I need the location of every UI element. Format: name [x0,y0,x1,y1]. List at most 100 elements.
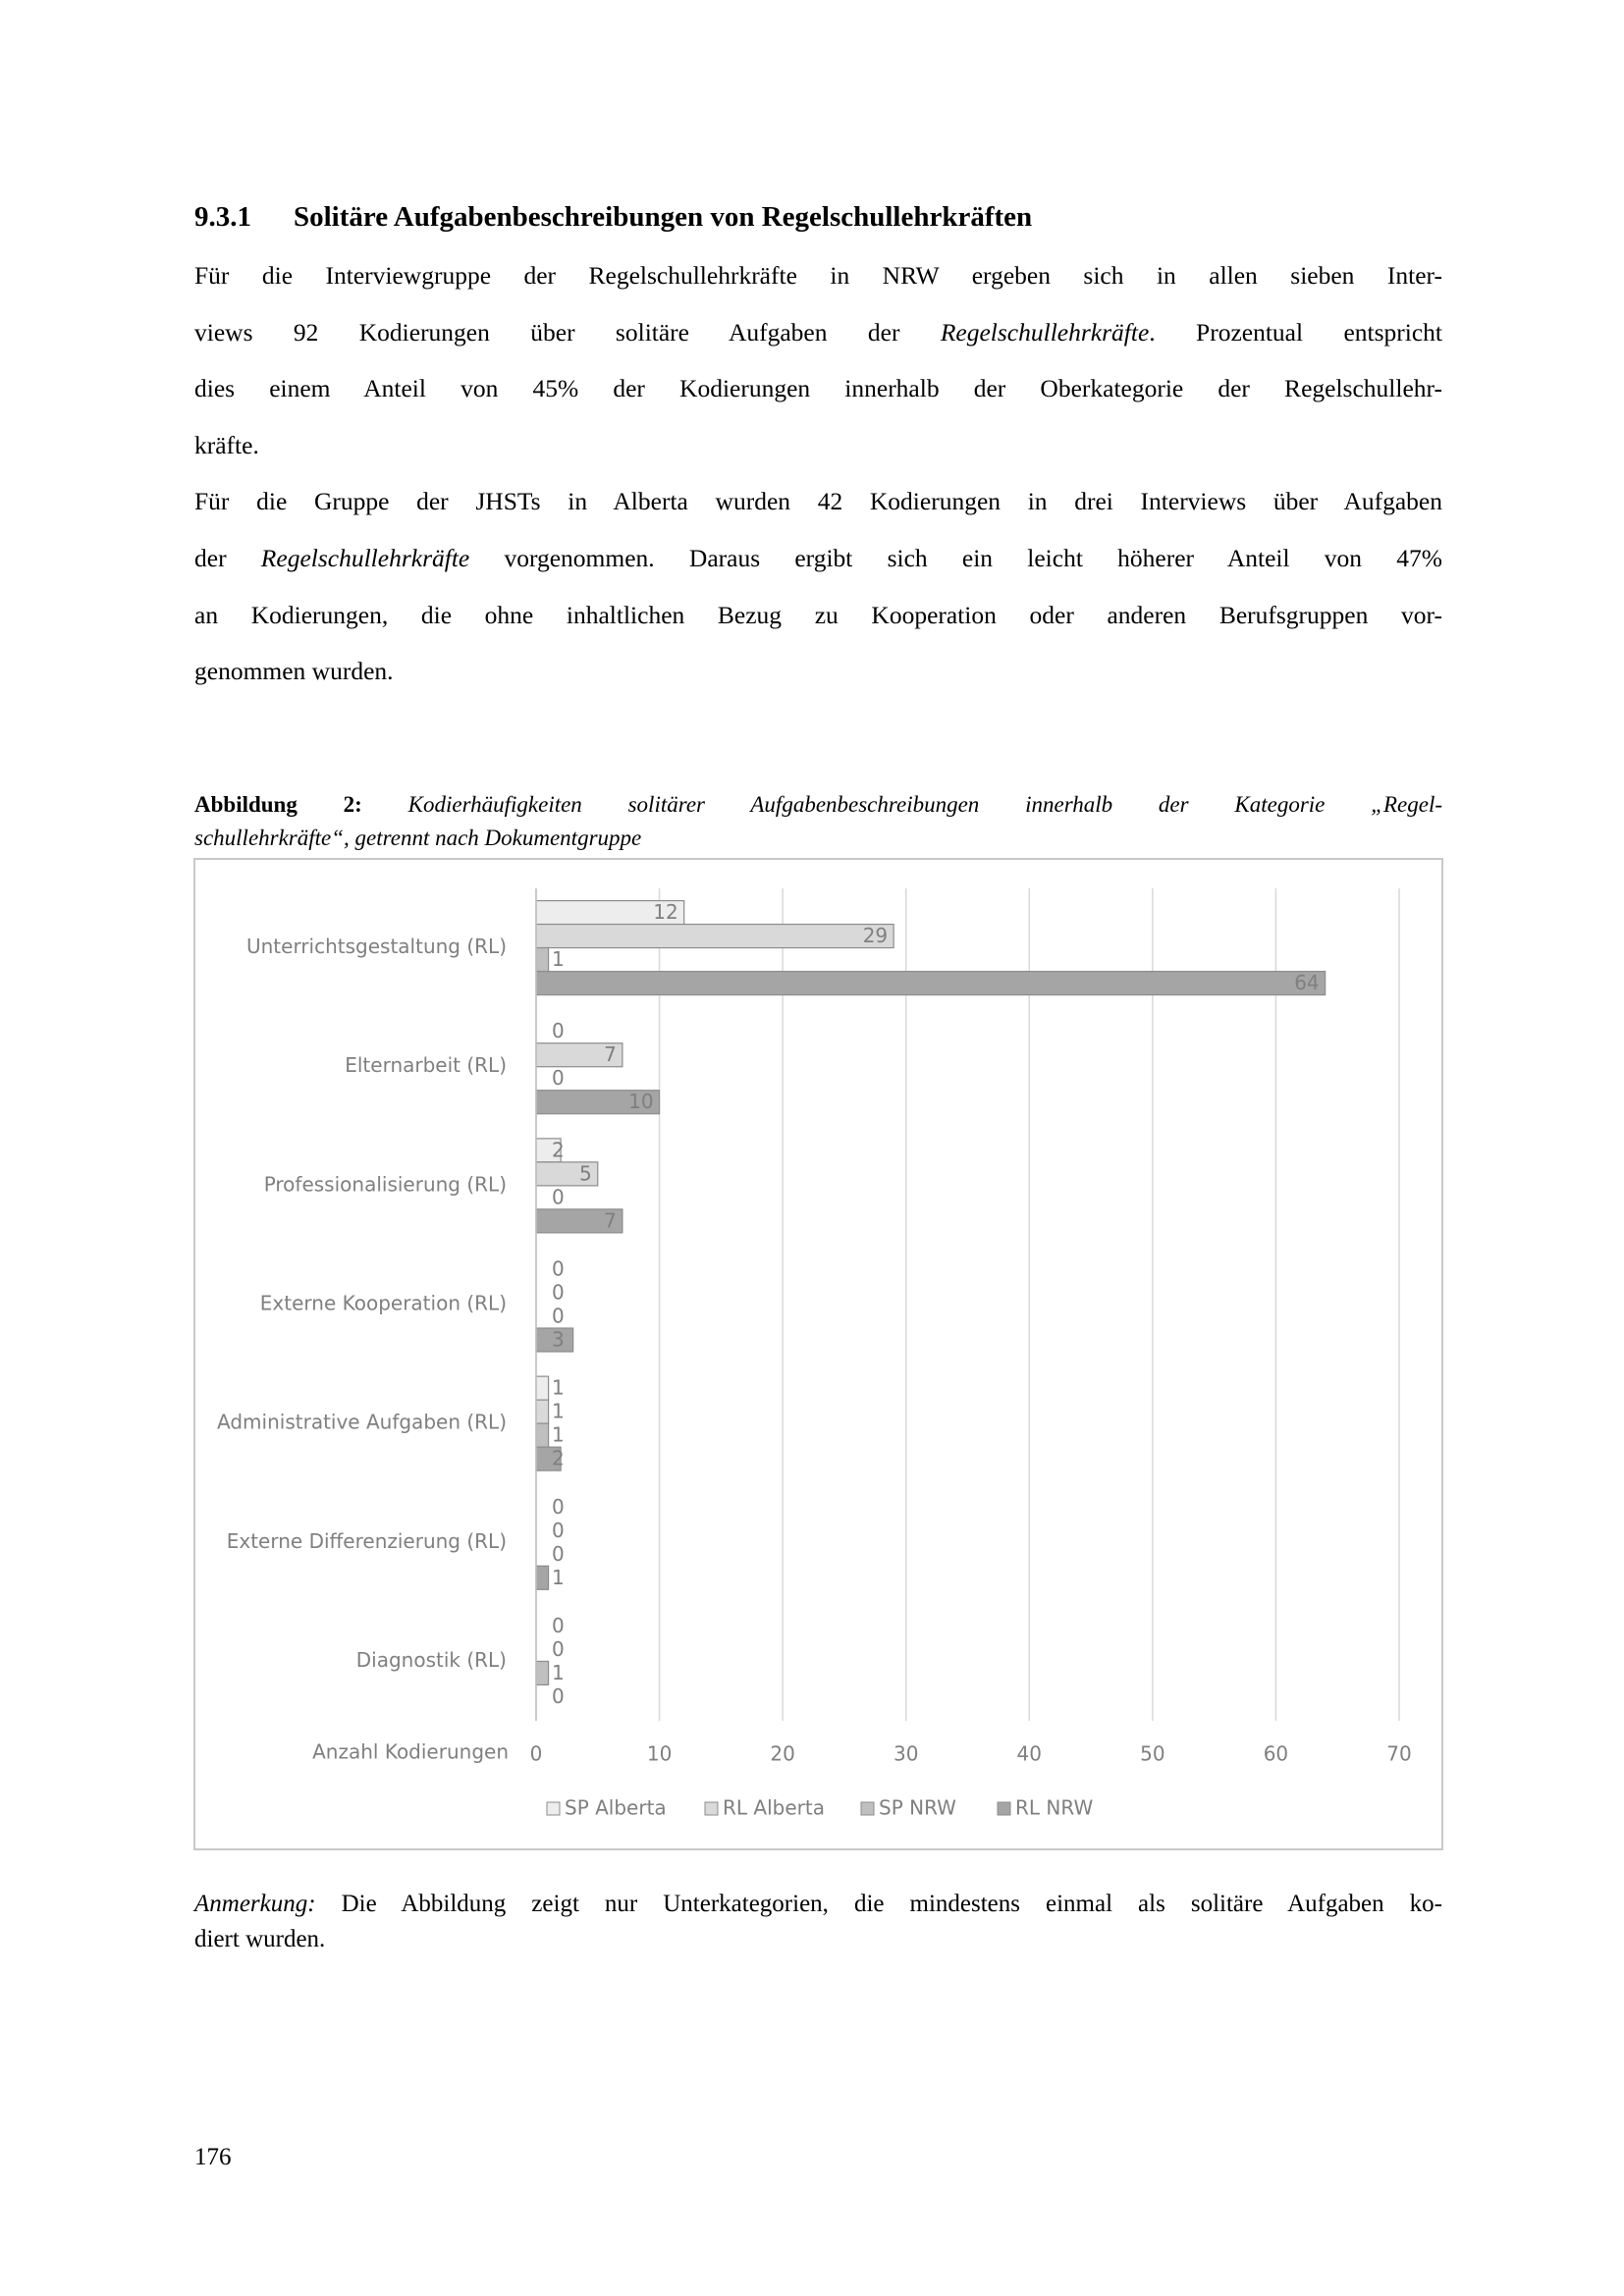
data-label: 1 [552,1376,565,1400]
text-run: Für die Gruppe der JHSTs in Alberta wurd… [194,487,1442,516]
text-line: Für die Gruppe der JHSTs in Alberta wurd… [194,473,1442,530]
text-line: an Kodierungen, die ohne inhaltlichen Be… [194,587,1442,644]
bar [535,1161,599,1187]
text-run: Regelschullehrkräfte [260,544,470,572]
data-label: 7 [604,1042,617,1066]
data-label: 0 [552,1305,565,1328]
bar [535,1090,661,1115]
data-label: 0 [552,1185,565,1208]
text-run: genommen wurden. [194,657,394,686]
text-line: genommen wurden. [194,643,1442,700]
data-label: 2 [552,1138,565,1161]
text-run: . Prozentual entspricht [1149,317,1442,347]
text-run: Für die Interviewgruppe der Regelschulle… [194,261,1442,290]
data-label: 0 [552,1614,565,1637]
data-label: 0 [552,1519,565,1542]
x-tick-label: 70 [1386,1742,1411,1766]
data-label: 64 [1294,971,1319,994]
x-tick-label: 60 [1264,1742,1288,1766]
data-label: 7 [604,1208,617,1232]
data-label: 0 [552,1495,565,1519]
x-tick-label: 20 [770,1742,794,1766]
bar [535,1660,550,1686]
data-label: 1 [552,1661,565,1684]
note-text: diert wurden. [194,1926,326,1952]
bar [535,1375,550,1401]
data-label: 0 [552,1637,565,1661]
legend-label: RL Alberta [723,1796,825,1820]
data-label: 10 [628,1090,653,1113]
y-tick-label: Externe Differenzierung (RL) [227,1529,507,1553]
heading-number: 9.3.1 [194,201,251,233]
data-label: 1 [552,1423,565,1447]
caption-line: Abbildung 2: Kodierhäufigkeiten solitäre… [194,788,1442,822]
y-tick-label: Diagnostik (RL) [356,1648,507,1672]
data-label: 1 [552,1566,565,1589]
text-line: Für die Interviewgruppe der Regelschulle… [194,247,1442,304]
data-label: 0 [552,1281,565,1305]
data-label: 0 [552,1542,565,1566]
text-run: der [194,544,261,572]
data-label: 5 [579,1161,592,1185]
y-tick-label: Externe Kooperation (RL) [260,1292,507,1315]
data-label: 29 [863,924,888,947]
legend-swatch [997,1801,1011,1816]
data-label: 2 [552,1447,565,1470]
note-line: Anmerkung: Die Abbildung zeigt nur Unter… [194,1887,1442,1922]
data-label: 0 [552,1066,565,1090]
page-number: 176 [194,2144,232,2170]
y-tick-label: Administrative Aufgaben (RL) [217,1411,507,1434]
legend-swatch [860,1801,875,1816]
note-line: diert wurden. [194,1922,1442,1957]
x-tick-label: 10 [647,1742,672,1766]
x-tick-label: 30 [893,1742,918,1766]
data-label: 0 [552,1684,565,1708]
data-label: 0 [552,1257,565,1281]
note-label: Anmerkung: [194,1891,316,1917]
y-tick-label: Professionalisierung (RL) [264,1172,507,1196]
text-run: kräfte. [194,430,259,459]
data-label: 12 [653,900,677,924]
legend-label: SP Alberta [565,1796,667,1820]
data-label: 0 [552,1019,565,1042]
bar [535,970,1326,996]
heading-title: Solitäre Aufgabenbeschreibungen von Rege… [294,201,1033,233]
text-run: vorgenommen. Daraus ergibt sich ein leic… [469,544,1443,572]
data-label: 1 [552,1400,565,1423]
legend-label: RL NRW [1015,1796,1093,1820]
bar [535,923,894,949]
heading: 9.3.1 Solitäre Aufgabenbeschreibungen von… [194,199,1442,235]
bar [535,1446,562,1471]
bar [535,946,550,973]
y-tick-label: Elternarbeit (RL) [345,1053,507,1077]
x-axis-title: Anzahl Kodierungen [312,1740,509,1764]
legend-label: SP NRW [879,1796,956,1820]
caption-line: schullehrkräfte“, getrennt nach Dokument… [194,822,1442,855]
chart-frame [193,858,1443,1850]
text-line: views 92 Kodierungen über solitäre Aufga… [194,304,1442,361]
legend-swatch [704,1801,719,1816]
text-line: der Regelschullehrkräfte vorgenommen. Da… [194,530,1442,587]
bar [535,1399,550,1424]
x-tick-label: 40 [1017,1742,1042,1766]
text-line: kräfte. [194,417,1442,474]
legend-swatch [546,1801,561,1816]
bar [535,1208,623,1234]
data-label: 1 [552,947,565,971]
x-tick-label: 0 [530,1742,543,1766]
text-run: dies einem Anteil von 45% der Kodierunge… [194,374,1442,403]
caption-text: Kodierhäufigkeiten solitärer Aufgabenbes… [407,792,1443,817]
note-text: Die Abbildung zeigt nur Unterkategorien,… [315,1891,1442,1917]
text-run: Regelschullehrkräfte [940,317,1150,347]
data-label: 3 [552,1328,565,1352]
y-tick-label: Unterrichtsgestaltung (RL) [246,934,507,958]
x-tick-label: 50 [1140,1742,1164,1766]
caption-text: schullehrkräfte“, getrennt nach Dokument… [194,826,642,850]
bar [535,1422,550,1448]
text-run: views 92 Kodierungen über solitäre Aufga… [194,317,941,347]
caption-label: Abbildung 2: [194,792,362,817]
text-line: dies einem Anteil von 45% der Kodierunge… [194,360,1442,417]
bar [535,1565,550,1590]
